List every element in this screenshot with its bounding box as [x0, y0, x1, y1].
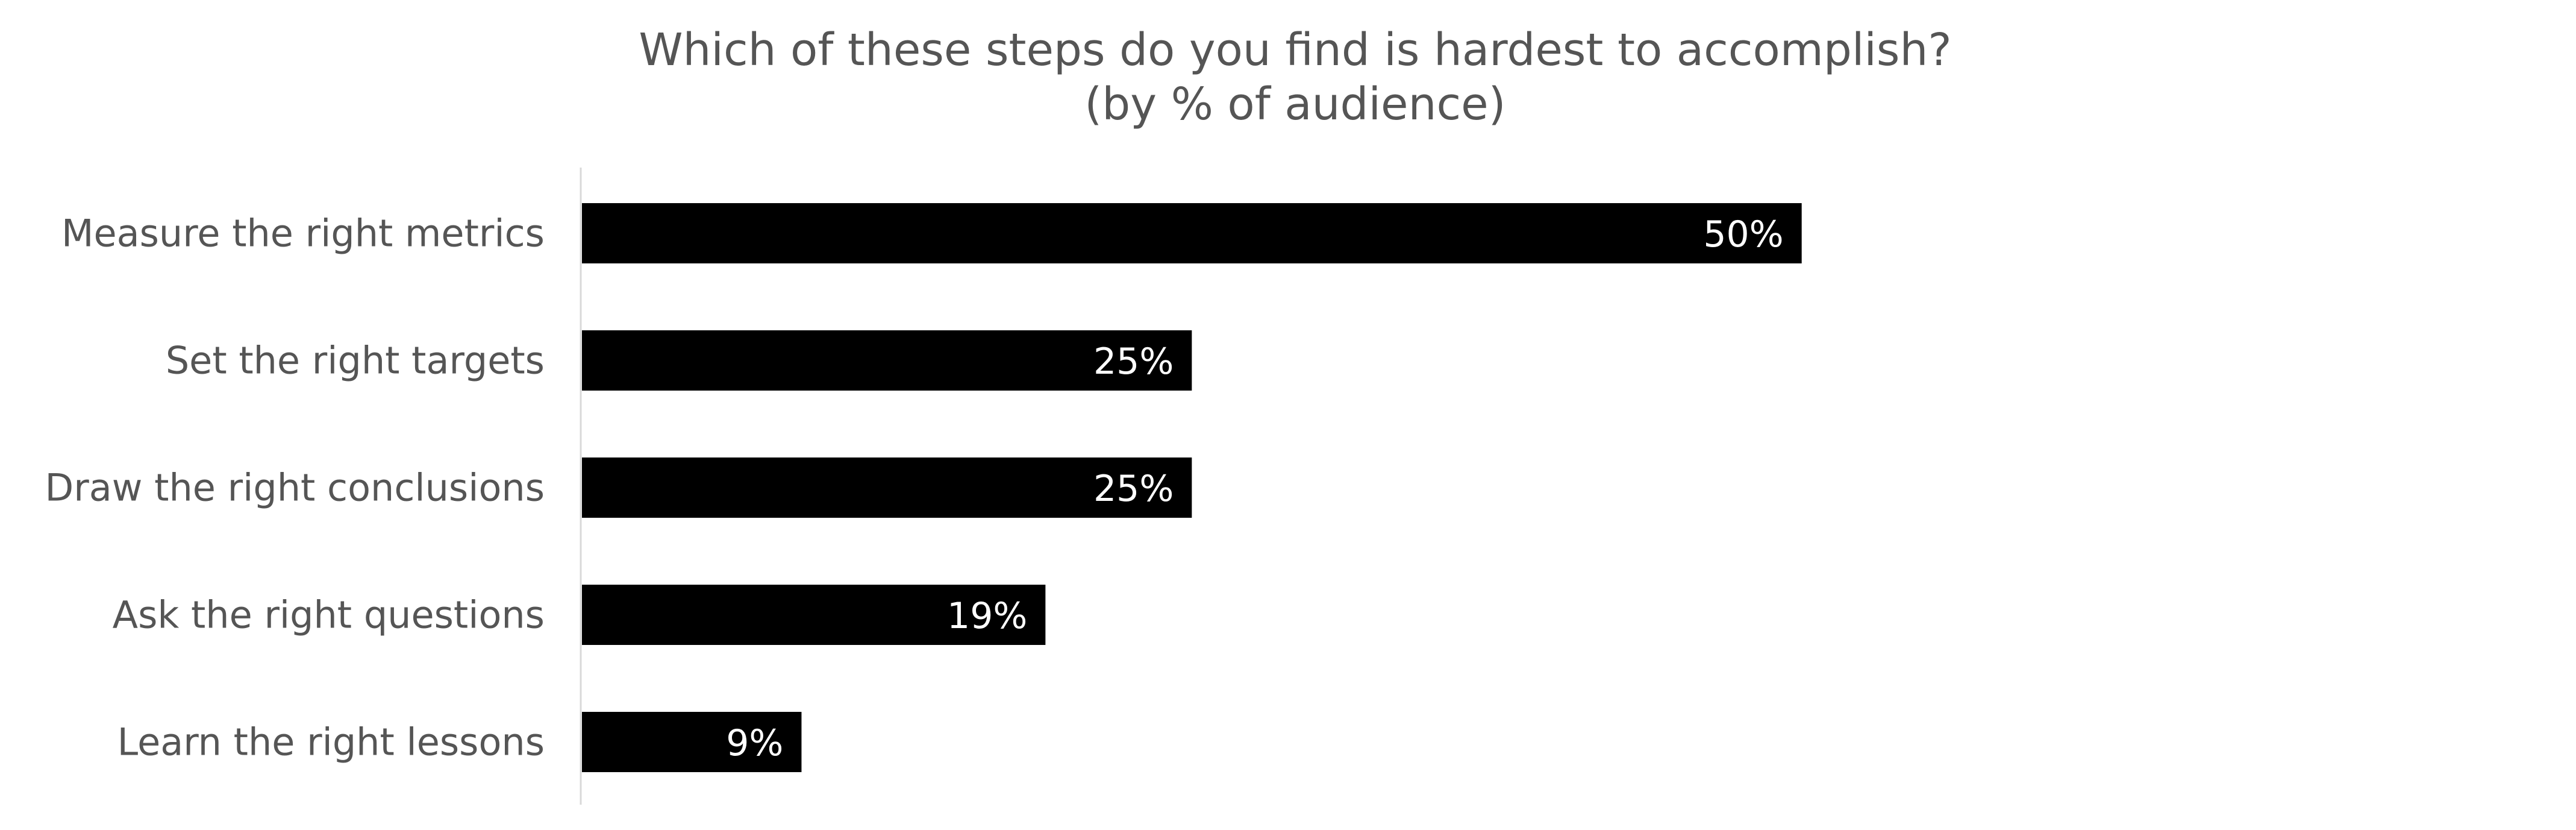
bar	[582, 457, 1192, 518]
chart-title: Which of these steps do you find is hard…	[639, 24, 1951, 76]
bar	[582, 585, 1046, 645]
data-label: 25%	[1093, 468, 1174, 510]
data-label: 50%	[1703, 213, 1783, 256]
bar	[582, 203, 1802, 263]
bars-layer	[582, 203, 1802, 772]
bar	[582, 712, 802, 772]
category-label: Set the right targets	[166, 339, 545, 383]
chart-subtitle: (by % of audience)	[1084, 78, 1505, 130]
category-label: Draw the right conclusions	[45, 466, 545, 510]
category-label: Ask the right questions	[113, 593, 545, 637]
category-label: Learn the right lessons	[117, 720, 545, 764]
category-label: Measure the right metrics	[61, 212, 545, 256]
data-label: 19%	[947, 595, 1027, 637]
bar	[582, 330, 1192, 391]
category-labels: Measure the right metrics Set the right t…	[45, 212, 545, 764]
data-labels: 50% 25% 25% 19% 9%	[726, 213, 1783, 764]
data-label: 25%	[1093, 341, 1174, 383]
data-label: 9%	[726, 722, 783, 764]
